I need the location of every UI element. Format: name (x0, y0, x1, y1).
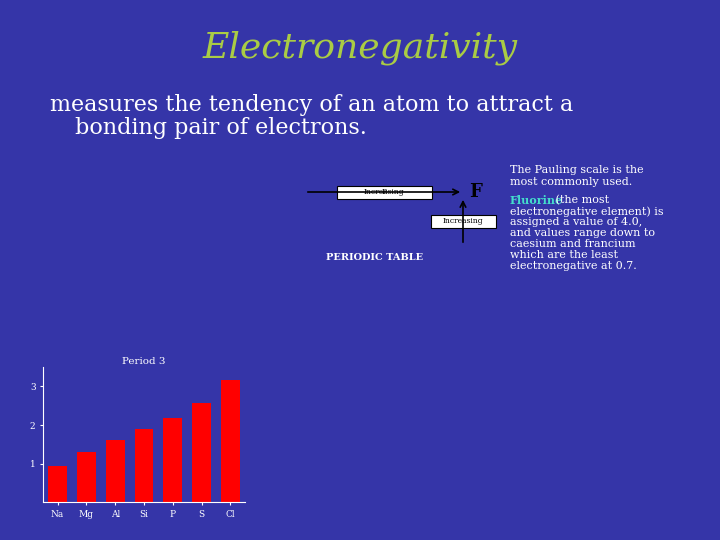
Text: Electronegativity: Electronegativity (202, 31, 518, 65)
Text: which are the least: which are the least (510, 250, 618, 260)
Text: assigned a value of 4.0,: assigned a value of 4.0, (510, 217, 642, 227)
Bar (221, 380, 240, 502)
Text: and values range down to: and values range down to (510, 228, 655, 238)
Text: caesium and francium: caesium and francium (510, 239, 636, 249)
Bar (163, 418, 182, 502)
Bar (135, 429, 153, 502)
Text: The Pauling scale is the
most commonly used.: The Pauling scale is the most commonly u… (510, 165, 644, 187)
Title: Period 3: Period 3 (122, 357, 166, 367)
Bar (77, 451, 96, 502)
Text: electronegative element) is: electronegative element) is (510, 206, 664, 217)
Text: electronegative at 0.7.: electronegative at 0.7. (510, 261, 636, 271)
FancyBboxPatch shape (431, 214, 495, 227)
Text: Increasing: Increasing (364, 188, 405, 196)
Text: Increasing: Increasing (443, 217, 483, 225)
Text: P: P (382, 188, 387, 196)
Text: measures the tendency of an atom to attract a: measures the tendency of an atom to attr… (50, 94, 573, 116)
Bar (192, 403, 211, 502)
Text: F: F (469, 183, 482, 201)
Bar (48, 467, 67, 502)
FancyBboxPatch shape (336, 186, 431, 199)
Text: Fluorine: Fluorine (510, 195, 563, 206)
Text: PERIODIC TABLE: PERIODIC TABLE (326, 253, 423, 261)
Bar (106, 440, 125, 502)
Text: bonding pair of electrons.: bonding pair of electrons. (75, 117, 367, 139)
Text: (the most: (the most (552, 195, 609, 205)
